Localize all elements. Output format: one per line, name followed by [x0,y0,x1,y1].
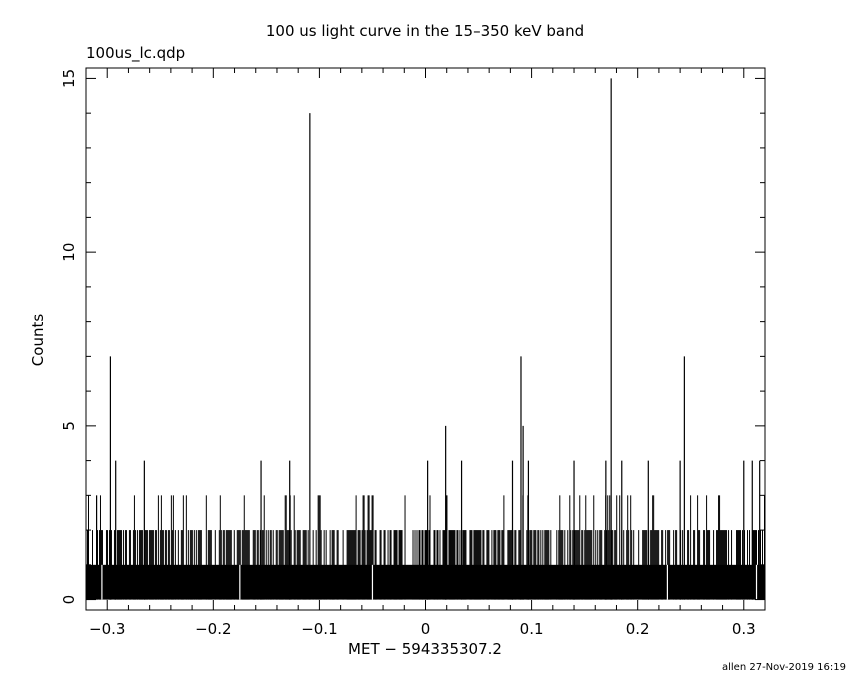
x-tick-label: 0 [421,620,431,638]
axis-ticks [85,68,766,610]
y-tick-label: 10 [60,243,78,262]
axes-frame [85,67,766,611]
y-tick-label: 5 [60,421,78,431]
footer-stamp: allen 27-Nov-2019 16:19 [722,662,846,673]
x-tick-label: −0.2 [195,620,231,638]
x-tick-label: −0.1 [301,620,337,638]
chart-title: 100 us light curve in the 15–350 keV ban… [265,22,585,40]
x-tick-label: 0.3 [732,620,756,638]
x-axis-label: MET − 594335307.2 [348,640,502,658]
x-tick-label: 0.2 [626,620,650,638]
axis-tick-labels: −0.3 −0.2 −0.1 0 0.1 0.2 0.3 0 5 10 15 [60,69,756,638]
x-tick-label: 0.1 [520,620,544,638]
x-tick-label: −0.3 [89,620,125,638]
y-tick-label: 15 [60,69,78,88]
y-tick-label: 0 [60,595,78,605]
file-name-label: 100us_lc.qdp [86,44,186,62]
plot-frame [85,67,766,611]
histogram-bars [86,78,766,600]
y-axis-label: Counts [29,313,47,367]
